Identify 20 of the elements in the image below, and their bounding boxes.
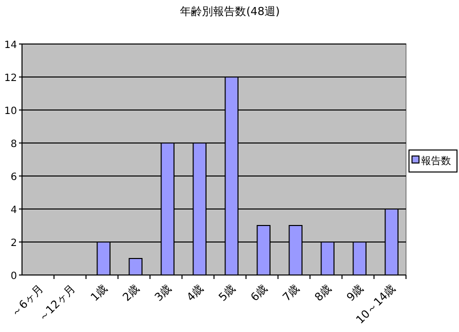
bar (128, 258, 142, 276)
chart-title: 年齢別報告数(48週) (180, 5, 280, 18)
x-tick-label: 4歳 (184, 282, 206, 304)
x-tick-label: 3歳 (152, 282, 174, 304)
x-tick-label: 7歳 (280, 282, 302, 304)
y-tick-label: 10 (4, 106, 17, 117)
x-tick-label: 5歳 (216, 282, 238, 304)
legend-label: 報告数 (421, 155, 451, 167)
y-tick-label: 14 (4, 40, 17, 51)
y-tick-label: 2 (10, 238, 17, 249)
y-tick-label: 12 (4, 73, 17, 84)
x-tick-label: 1歳 (88, 282, 110, 304)
y-tick-label: 0 (10, 271, 17, 282)
x-tick-label: 9歳 (344, 282, 366, 304)
y-tick-label: 6 (10, 172, 17, 183)
x-tick-label: 6歳 (248, 282, 270, 304)
x-tick-label: 2歳 (120, 282, 142, 304)
y-tick-label: 8 (10, 139, 17, 150)
x-tick-label: 8歳 (312, 282, 334, 304)
y-tick-label: 4 (10, 205, 17, 216)
